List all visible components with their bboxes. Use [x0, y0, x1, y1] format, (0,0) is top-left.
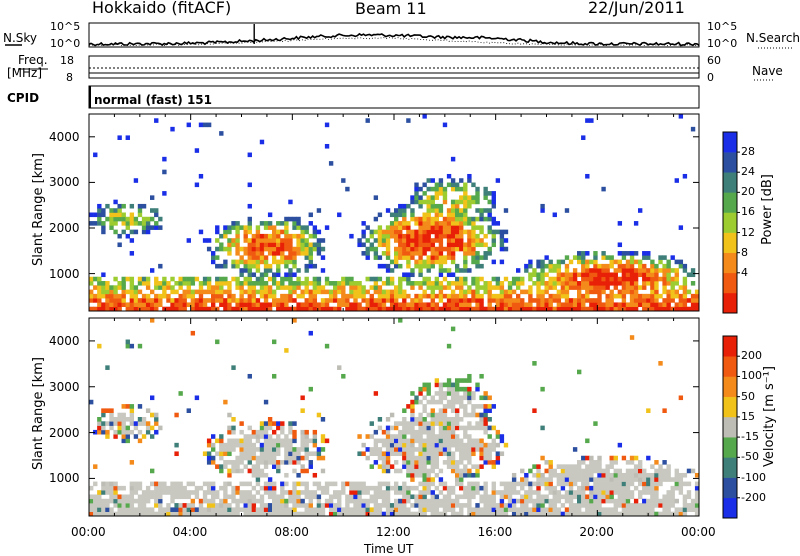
velocity-colorbar-swatch [723, 396, 737, 418]
power-colorbar-swatch [723, 132, 737, 153]
freq-unit: [MHz] [7, 66, 43, 80]
velocity-colorbar-tick-label-4: -15 [741, 430, 759, 444]
freq-panel-frame [88, 55, 700, 79]
noise-tick-bottom-left: 10^0 [50, 37, 81, 50]
power-ytick-label-3: 4000 [49, 129, 80, 144]
velocity-colorbar-frame [722, 335, 738, 519]
power-colorbar-tick-label-1: 24 [741, 165, 755, 179]
velocity-colorbar-swatch [723, 376, 737, 397]
noise-panel-frame [88, 22, 700, 48]
power-colorbar-swatch [723, 232, 737, 253]
power-colorbar-swatch [723, 152, 737, 173]
power-colorbar-swatch [723, 292, 737, 314]
power-colorbar-tick-label-3: 16 [741, 205, 755, 219]
noise-tick-top-right: 10^5 [707, 20, 738, 33]
velocity-colorbar-swatch [723, 497, 737, 519]
power-colorbar-swatch [723, 212, 737, 233]
velocity-colorbar-swatch [723, 416, 737, 438]
velocity-ytick-label-3: 4000 [49, 333, 80, 348]
power-ylabel: Slant Range [km] [30, 153, 46, 266]
power-colorbar-swatch [723, 272, 737, 294]
power-colorbar-tick-label-2: 20 [741, 185, 755, 199]
cpid-label: CPID [7, 91, 40, 105]
velocity-cells [89, 318, 700, 517]
date-label: 22/Jun/2011 [588, 0, 685, 17]
xaxis-title: Time UT [364, 542, 414, 556]
power-colorbar-label: Power [dB] [759, 174, 775, 245]
velocity-colorbar-tick-label-6: -100 [741, 470, 766, 484]
power-ytick-label-1: 2000 [49, 221, 80, 235]
velocity-colorbar-tick-label-5: -50 [741, 450, 759, 464]
noise-sky-trace [88, 32, 700, 47]
power-ytick-label-2: 3000 [49, 175, 80, 190]
noise-tick-bottom-right: 10^0 [707, 37, 738, 50]
power-colorbar-tick-label-5: 8 [741, 245, 748, 259]
velocity-colorbar-swatch [723, 457, 737, 478]
velocity-colorbar-tick-label-1: 100 [741, 369, 762, 383]
power-colorbar-tick-label-0: 28 [741, 145, 755, 159]
power-cells [89, 114, 700, 312]
noise-tick-top-left: 10^5 [50, 20, 81, 33]
power-ytick-label-0: 1000 [49, 266, 80, 281]
velocity-colorbar-tick-label-2: 50 [741, 389, 755, 403]
velocity-colorbar-swatch [723, 437, 737, 458]
power-colorbar-swatch [723, 192, 737, 213]
nave-tick-top: 60 [707, 54, 721, 67]
velocity-colorbar-swatch [723, 356, 737, 377]
nsearch-label: N.Search [746, 31, 800, 45]
power-colorbar-frame [722, 131, 738, 314]
xtick-label-0: 00:00 [71, 525, 106, 539]
velocity-ytick-label-1: 2000 [49, 425, 80, 440]
power-colorbar-swatch [723, 252, 737, 274]
xtick-label-1: 04:00 [172, 525, 208, 539]
velocity-colorbar-tick-label-3: 15 [741, 409, 755, 423]
nsky-label: N.Sky [3, 31, 38, 45]
xtick-label-2: 08:00 [274, 525, 309, 539]
beam-label: Beam 11 [355, 0, 427, 18]
xtick-label-3: 12:00 [376, 525, 411, 539]
xtick-label-4: 16:00 [477, 525, 513, 539]
plot-title: Hokkaido (fitACF) [92, 0, 232, 17]
velocity-colorbar-swatch [723, 477, 737, 499]
velocity-colorbar-swatch [723, 336, 737, 357]
cpid-value: normal (fast) 151 [94, 93, 212, 107]
velocity-colorbar-tick-label-0: 200 [741, 349, 762, 363]
nave-tick-bottom: 0 [707, 71, 714, 84]
velocity-colorbar-label: Velocity [m s⁻¹] [761, 366, 777, 467]
velocity-ytick-label-2: 3000 [49, 379, 80, 394]
xtick-label-6: 00:00 [681, 525, 716, 539]
power-colorbar-tick-label-4: 12 [741, 225, 755, 239]
noise-search-trace [88, 37, 700, 47]
freq-label: Freq. [18, 53, 48, 67]
velocity-ylabel: Slant Range [km] [30, 357, 46, 470]
velocity-ytick-label-0: 1000 [49, 471, 80, 486]
velocity-colorbar-tick-label-7: -200 [741, 490, 766, 504]
power-colorbar-swatch [723, 172, 737, 193]
power-colorbar-tick-label-6: 4 [741, 265, 748, 279]
xtick-label-5: 20:00 [579, 525, 614, 539]
freq-tick-top: 18 [60, 54, 74, 67]
freq-tick-bottom: 8 [66, 71, 73, 84]
nave-label: Nave [752, 64, 783, 78]
